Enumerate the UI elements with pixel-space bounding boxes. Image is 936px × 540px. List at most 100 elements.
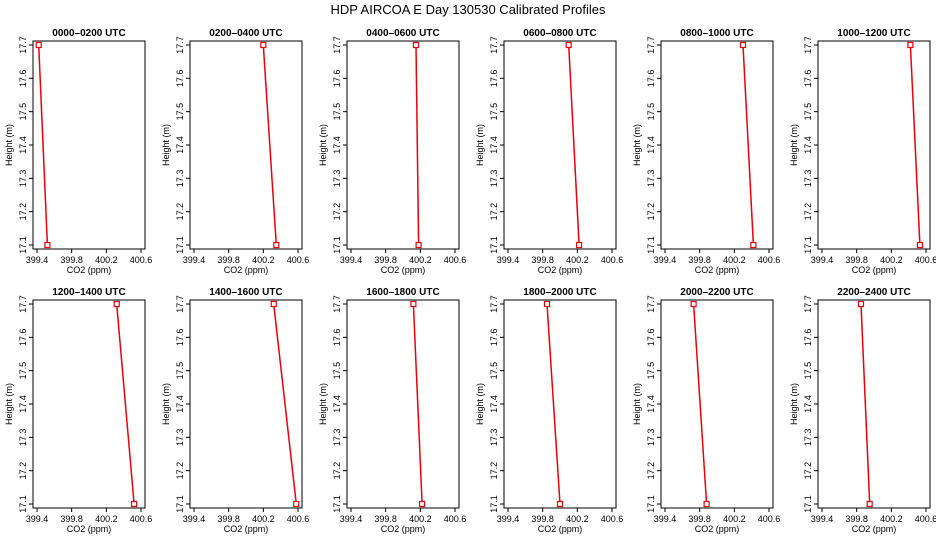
x-axis-label: CO2 (ppm) [381, 524, 426, 534]
panel-title: 0800–1000 UTC [680, 28, 753, 39]
data-point [543, 300, 551, 308]
y-tick-label: 17.7 [803, 36, 813, 54]
data-point [113, 300, 120, 308]
y-tick-label: 17.7 [646, 295, 656, 313]
data-point [916, 241, 924, 249]
x-axis-label: CO2 (ppm) [695, 524, 740, 534]
x-tick-label: 400.2 [880, 514, 903, 524]
x-tick-label: 399.4 [26, 255, 49, 265]
x-tick-label: 399.4 [183, 255, 206, 265]
x-axis-label: CO2 (ppm) [381, 265, 426, 275]
x-tick-label: 400.6 [915, 514, 936, 524]
series-line [860, 303, 871, 505]
x-tick-label: 400.6 [287, 514, 310, 524]
x-axis-label: CO2 (ppm) [538, 265, 583, 275]
y-tick-label: 17.6 [18, 70, 28, 88]
y-tick-label: 17.5 [18, 362, 28, 380]
panel-2: 0400–0600 UTC 399.4 399.8 400.2 400.6 17.1 17.… [318, 28, 466, 275]
x-tick-label: 399.4 [654, 255, 677, 265]
x-tick-label: 400.2 [723, 514, 746, 524]
y-tick-label: 17.2 [175, 203, 185, 221]
y-tick-label: 17.6 [175, 329, 185, 347]
panel-8: 1600–1800 UTC 399.4 399.8 400.2 400.6 17.1 17.… [318, 287, 466, 534]
panel-title: 0000–0200 UTC [52, 28, 125, 39]
figure-title: HDP AIRCOA E Day 130530 Calibrated Profi… [330, 2, 606, 17]
x-tick-label: 399.4 [340, 514, 363, 524]
y-tick-label: 17.3 [175, 429, 185, 447]
y-tick-label: 17.4 [646, 395, 656, 413]
y-tick-label: 17.1 [646, 236, 656, 254]
y-tick-label: 17.1 [18, 495, 28, 513]
y-tick-label: 17.6 [332, 329, 342, 347]
y-tick-label: 17.3 [803, 429, 813, 447]
x-tick-label: 400.2 [409, 514, 432, 524]
x-tick-label: 399.8 [217, 255, 240, 265]
panel-title: 0600–0800 UTC [523, 28, 596, 39]
data-point [703, 500, 710, 508]
x-tick-label: 399.8 [60, 255, 83, 265]
y-tick-label: 17.6 [489, 70, 499, 88]
panel-0: 0000–0200 UTC 399.4 399.8 400.2 400.6 17.1 17.… [4, 28, 152, 275]
x-tick-label: 400.6 [601, 255, 624, 265]
y-tick-label: 17.6 [175, 70, 185, 88]
y-tick-label: 17.7 [175, 295, 185, 313]
y-tick-label: 17.7 [18, 36, 28, 54]
data-point [750, 241, 757, 249]
y-tick-label: 17.4 [18, 395, 28, 413]
y-axis-label: Height (m) [632, 124, 642, 166]
y-axis-label: Height (m) [4, 124, 14, 166]
y-tick-label: 17.7 [18, 295, 28, 313]
y-tick-label: 17.2 [803, 203, 813, 221]
series-line [412, 303, 423, 505]
x-tick-label: 400.2 [95, 255, 118, 265]
panel-title: 0400–0600 UTC [366, 28, 439, 39]
y-tick-label: 17.3 [646, 429, 656, 447]
y-tick-label: 17.5 [18, 103, 28, 121]
x-tick-label: 400.6 [601, 514, 624, 524]
y-axis-label: Height (m) [161, 383, 171, 425]
series-line [415, 44, 420, 246]
y-tick-label: 17.6 [646, 329, 656, 347]
y-tick-label: 17.7 [332, 36, 342, 54]
data-point [907, 41, 914, 49]
y-tick-label: 17.2 [18, 203, 28, 221]
y-tick-label: 17.5 [646, 103, 656, 121]
y-tick-label: 17.1 [646, 495, 656, 513]
x-tick-label: 399.8 [531, 255, 554, 265]
y-tick-label: 17.4 [803, 395, 813, 413]
x-axis-label: CO2 (ppm) [852, 524, 897, 534]
y-tick-label: 17.4 [332, 395, 342, 413]
plot-frame [660, 40, 774, 250]
x-tick-label: 399.4 [811, 514, 834, 524]
y-tick-label: 17.4 [489, 395, 499, 413]
series-line [742, 44, 755, 246]
x-axis-label: CO2 (ppm) [538, 524, 583, 534]
x-tick-label: 400.6 [915, 255, 936, 265]
y-tick-label: 17.5 [175, 103, 185, 121]
x-tick-label: 400.2 [252, 514, 275, 524]
y-tick-label: 17.2 [175, 462, 185, 480]
x-tick-label: 400.2 [566, 514, 589, 524]
y-tick-label: 17.4 [646, 136, 656, 154]
panel-9: 1800–2000 UTC 399.4 399.8 400.2 400.6 17.1 17.… [475, 287, 623, 534]
y-tick-label: 17.3 [646, 170, 656, 188]
x-tick-label: 400.6 [130, 255, 153, 265]
y-tick-label: 17.1 [175, 495, 185, 513]
y-tick-label: 17.5 [803, 362, 813, 380]
x-tick-label: 399.8 [845, 514, 868, 524]
panel-6: 1200–1400 UTC 399.4 399.8 400.2 400.6 17.1 17.… [4, 287, 152, 534]
x-tick-label: 399.8 [374, 255, 397, 265]
data-point [556, 500, 564, 508]
y-tick-label: 17.3 [18, 429, 28, 447]
plot-frame [660, 299, 774, 509]
x-tick-label: 400.2 [95, 514, 118, 524]
y-tick-label: 17.4 [18, 136, 28, 154]
y-tick-label: 17.7 [646, 36, 656, 54]
x-tick-label: 399.8 [60, 514, 83, 524]
plot-frame [817, 299, 931, 509]
x-axis-label: CO2 (ppm) [67, 524, 112, 534]
x-tick-label: 399.8 [217, 514, 240, 524]
y-axis-label: Height (m) [475, 383, 485, 425]
y-tick-label: 17.7 [803, 295, 813, 313]
panel-10: 2000–2200 UTC 399.4 399.8 400.2 400.6 17.1 17.… [632, 287, 780, 534]
